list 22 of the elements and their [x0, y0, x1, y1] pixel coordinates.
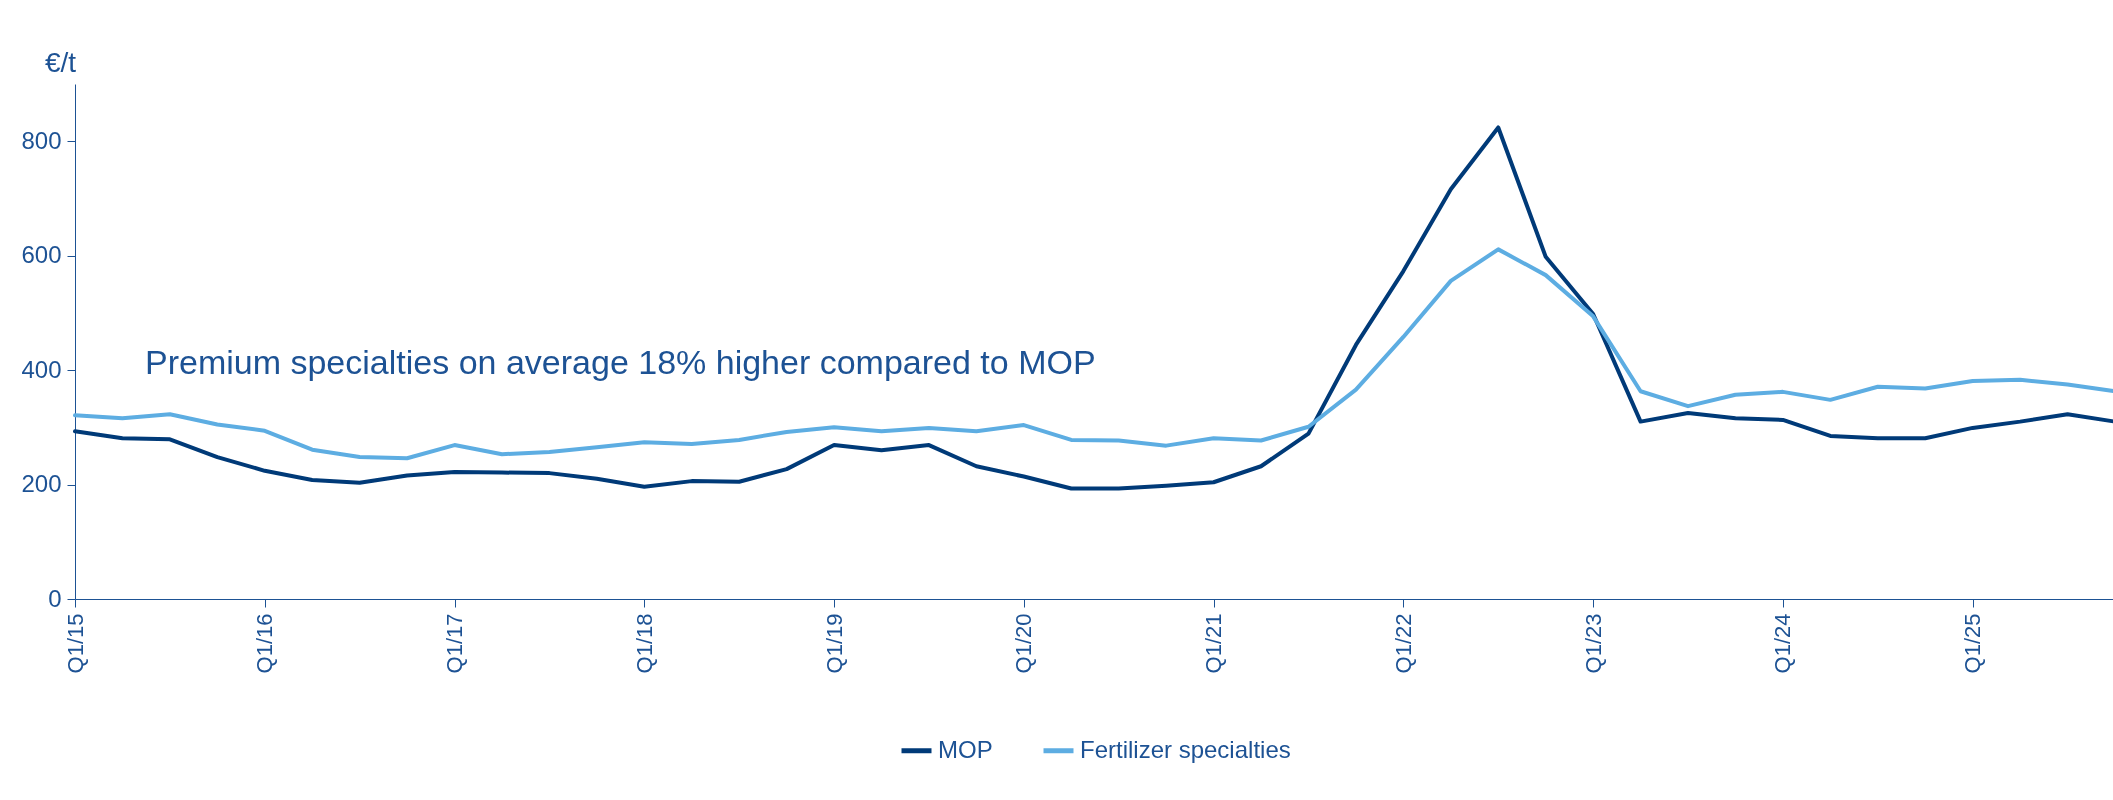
- y-axis-title: €/t: [45, 47, 77, 78]
- x-tick-label: Q1/20: [1011, 613, 1037, 674]
- line-series: [73, 247, 2113, 461]
- x-tick-label: Q1/18: [631, 613, 657, 674]
- x-tick-label: Q1/16: [252, 613, 278, 674]
- y-tick-label: 800: [21, 126, 62, 154]
- legend-label: Fertilizer specialties: [1080, 735, 1291, 763]
- y-tick-label: 0: [48, 584, 62, 612]
- line-series: [73, 125, 2113, 491]
- x-tick-label: Q1/24: [1770, 613, 1796, 674]
- x-tick-label: Q1/15: [62, 613, 88, 674]
- x-tick-label: Q1/21: [1201, 613, 1227, 674]
- x-tick-label: Q1/22: [1390, 613, 1416, 674]
- x-tick-label: Q1/23: [1580, 613, 1606, 674]
- legend-label: MOP: [938, 735, 993, 763]
- x-tick-label: Q1/17: [442, 613, 468, 674]
- annotation: Premium specialties on average 18% higher compared to MOP: [145, 343, 1096, 381]
- x-tick-label: Q1/19: [821, 613, 847, 674]
- x-tick-label: Q1/25: [1960, 613, 1986, 674]
- y-tick-label: 400: [21, 355, 62, 383]
- y-tick-label: 200: [21, 470, 62, 498]
- y-tick-label: 600: [21, 241, 62, 269]
